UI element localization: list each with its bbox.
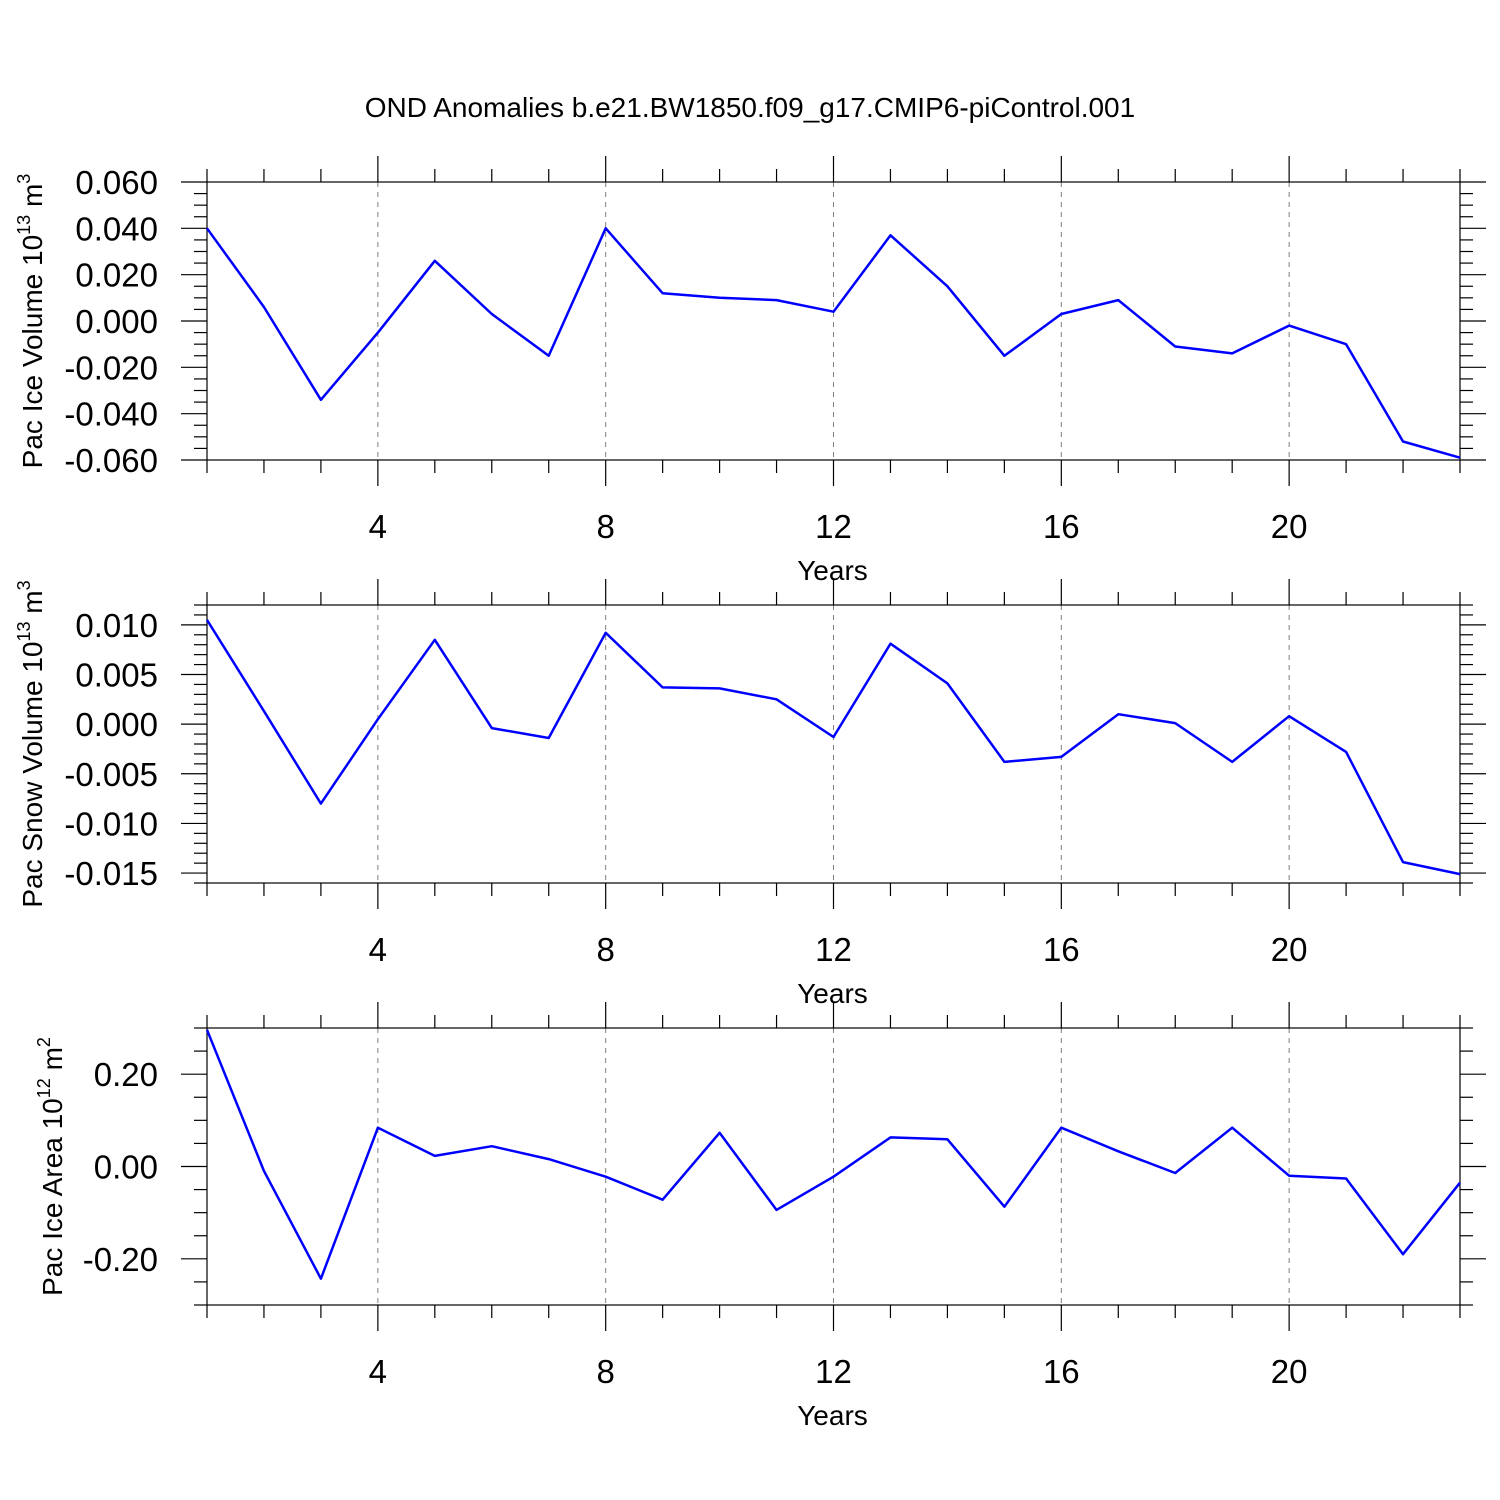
y-axis-label: Pac Snow Volume 1013 m3 [14, 580, 48, 907]
y-tick-label: 0.000 [75, 303, 158, 340]
y-tick-label: -0.015 [64, 855, 158, 892]
x-axis-label: Years [797, 555, 868, 586]
y-tick-label: 0.010 [75, 607, 158, 644]
y-axis-label-text: m [17, 184, 48, 215]
y-tick-label: 0.040 [75, 210, 158, 247]
x-tick-label: 12 [815, 931, 852, 968]
y-axis-label-text: m [37, 1047, 68, 1078]
y-axis-label-text: m [17, 590, 48, 621]
y-tick-label: 0.20 [94, 1056, 158, 1093]
panel-1: -0.060 -0.040 -0.020 0.000 0.020 0.040 0.060 4 8… [14, 156, 1486, 586]
y-axis-label-superscript: 3 [14, 580, 34, 590]
panel-3: -0.20 0.00 0.20 4 8 12 16 20 Years Pac Ice Area 1… [34, 1002, 1486, 1431]
x-tick-label: 4 [369, 508, 387, 545]
series-line [205, 1029, 1461, 1280]
y-tick-label: 0.00 [94, 1149, 158, 1186]
y-axis-label-superscript: 13 [14, 621, 34, 641]
x-tick-label: 4 [369, 1353, 387, 1390]
x-tick-label: 16 [1043, 1353, 1080, 1390]
x-axis-label: Years [797, 978, 868, 1009]
y-tick-label: -0.040 [64, 396, 158, 433]
x-tick-label: 16 [1043, 931, 1080, 968]
y-tick-label: -0.060 [64, 442, 158, 479]
figure-title: OND Anomalies b.e21.BW1850.f09_g17.CMIP6… [364, 92, 1136, 123]
y-axis-label-text: Pac Ice Area 10 [37, 1098, 68, 1296]
x-tick-label: 8 [597, 1353, 615, 1390]
y-axis-label-superscript: 12 [34, 1078, 54, 1098]
x-tick-label: 20 [1271, 1353, 1308, 1390]
x-tick-label: 8 [597, 508, 615, 545]
y-tick-label: 0.000 [75, 706, 158, 743]
y-tick-label: 0.060 [75, 164, 158, 201]
y-tick-label: -0.005 [64, 756, 158, 793]
y-axis-label-superscript: 13 [14, 215, 34, 235]
y-axis-label: Pac Ice Volume 1013 m3 [14, 174, 48, 469]
x-tick-label: 8 [597, 931, 615, 968]
y-axis-label-superscript: 3 [14, 174, 34, 184]
y-axis-label-superscript: 2 [34, 1037, 54, 1047]
x-tick-label: 16 [1043, 508, 1080, 545]
y-axis-label: Pac Ice Area 1012 m2 [34, 1037, 68, 1296]
x-tick-label: 12 [815, 1353, 852, 1390]
y-tick-label: -0.20 [83, 1241, 158, 1278]
series-line [205, 619, 1461, 876]
panel-2: -0.015 -0.010 -0.005 0.000 0.005 0.010 4 8 12 16 2… [14, 579, 1486, 1009]
x-tick-label: 4 [369, 931, 387, 968]
series-line [205, 227, 1461, 459]
y-tick-label: -0.010 [64, 805, 158, 842]
x-axis-label: Years [797, 1400, 868, 1431]
x-tick-label: 12 [815, 508, 852, 545]
y-tick-label: -0.020 [64, 349, 158, 386]
x-tick-label: 20 [1271, 931, 1308, 968]
y-tick-label: 0.020 [75, 257, 158, 294]
y-tick-label: 0.005 [75, 657, 158, 694]
y-axis-label-text: Pac Snow Volume 10 [17, 641, 48, 907]
x-tick-label: 20 [1271, 508, 1308, 545]
y-axis-label-text: Pac Ice Volume 10 [17, 235, 48, 468]
